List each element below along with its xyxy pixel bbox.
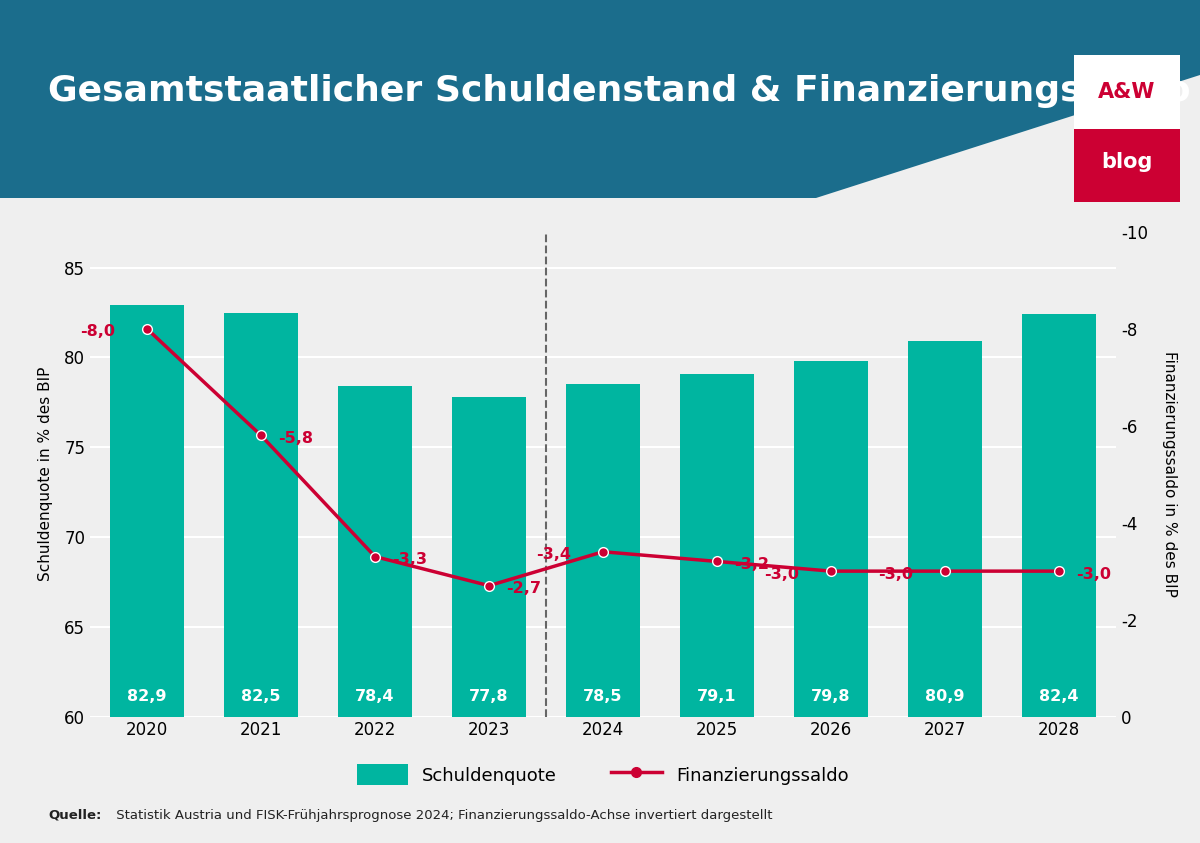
Text: A&W: A&W — [1098, 82, 1156, 102]
Text: -5,8: -5,8 — [278, 431, 313, 446]
Text: -3,0: -3,0 — [878, 566, 913, 582]
Text: Gesamtstaatlicher Schuldenstand & Finanzierungssaldo: Gesamtstaatlicher Schuldenstand & Finanz… — [48, 74, 1190, 108]
Bar — [224, 313, 298, 717]
Text: -3,3: -3,3 — [392, 552, 427, 567]
Y-axis label: Finanzierungssaldo in % des BIP: Finanzierungssaldo in % des BIP — [1162, 352, 1177, 597]
Text: -2,7: -2,7 — [506, 582, 541, 596]
Bar — [908, 341, 982, 717]
Text: 78,4: 78,4 — [355, 689, 395, 704]
Bar — [794, 361, 868, 717]
Bar — [680, 373, 754, 717]
Polygon shape — [816, 75, 1200, 198]
Text: -3,4: -3,4 — [536, 547, 571, 562]
Text: 82,9: 82,9 — [127, 689, 167, 704]
Text: 77,8: 77,8 — [469, 689, 509, 704]
Bar — [110, 305, 184, 717]
Text: Statistik Austria und FISK-Frühjahrsprognose 2024; Finanzierungssaldo-Achse inve: Statistik Austria und FISK-Frühjahrsprog… — [112, 809, 772, 822]
Bar — [1074, 128, 1180, 202]
Text: -3,2: -3,2 — [734, 557, 769, 572]
Text: 79,1: 79,1 — [697, 689, 737, 704]
Bar — [566, 384, 640, 717]
Text: 82,4: 82,4 — [1039, 689, 1079, 704]
Text: 82,5: 82,5 — [241, 689, 281, 704]
Text: Quelle:: Quelle: — [48, 809, 101, 822]
Bar — [1074, 55, 1180, 128]
Text: -3,0: -3,0 — [764, 566, 799, 582]
Text: -3,0: -3,0 — [1076, 566, 1111, 582]
Bar — [338, 386, 412, 717]
Text: 78,5: 78,5 — [583, 689, 623, 704]
Text: -8,0: -8,0 — [80, 325, 115, 340]
Text: 80,9: 80,9 — [925, 689, 965, 704]
Bar — [452, 397, 526, 717]
Bar — [1022, 314, 1096, 717]
Y-axis label: Schuldenquote in % des BIP: Schuldenquote in % des BIP — [38, 367, 53, 582]
Text: blog: blog — [1102, 153, 1152, 173]
Legend: Schuldenquote, Finanzierungssaldo: Schuldenquote, Finanzierungssaldo — [350, 757, 856, 792]
Text: 79,8: 79,8 — [811, 689, 851, 704]
